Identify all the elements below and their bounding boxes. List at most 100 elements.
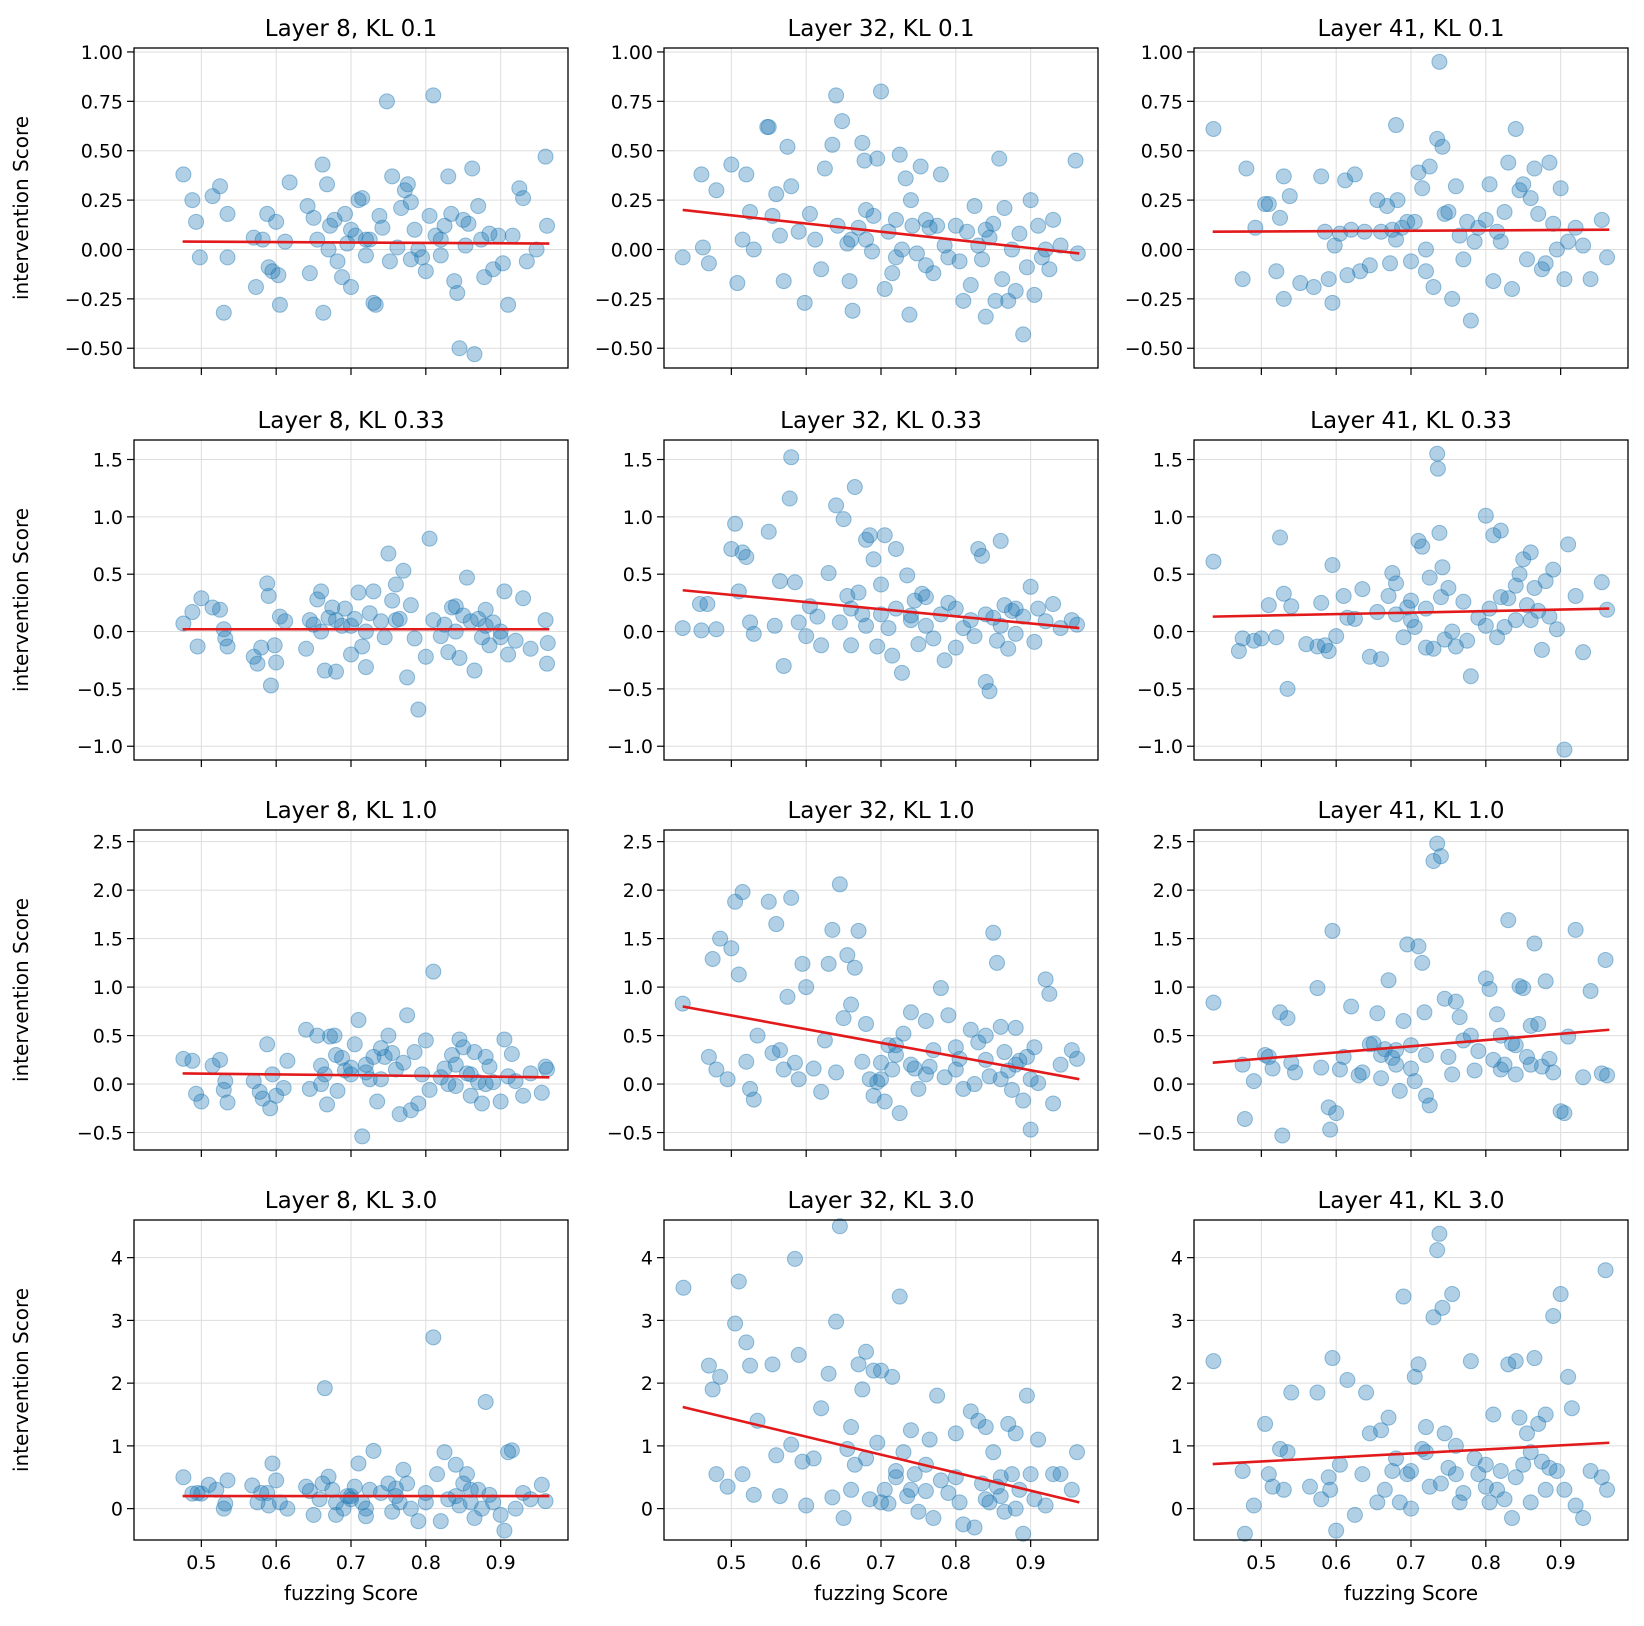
data-point (481, 225, 498, 242)
data-point (1489, 1006, 1506, 1023)
data-point (1560, 1368, 1577, 1385)
y-tick-label: 3 (641, 1310, 653, 1332)
data-point (1431, 1225, 1448, 1242)
data-point (175, 1469, 192, 1486)
data-point (873, 1071, 889, 1088)
data-point (985, 1444, 1002, 1461)
data-point (1339, 1372, 1356, 1388)
data-point (462, 1066, 479, 1083)
panel-title: Layer 41, KL 0.33 (1310, 408, 1512, 434)
data-point (1500, 1356, 1517, 1373)
data-point (1582, 271, 1599, 288)
data-point (988, 632, 1005, 649)
data-point (1599, 249, 1616, 266)
data-point (1245, 632, 1262, 649)
data-point (399, 176, 416, 193)
data-point (1436, 205, 1453, 222)
data-point (1406, 1368, 1423, 1385)
y-tick-label: −0.25 (1125, 289, 1183, 311)
data-point (1530, 1415, 1547, 1432)
data-point (693, 622, 710, 639)
data-point (533, 1476, 550, 1493)
y-tick-label: −1.0 (77, 736, 123, 758)
y-tick-label: −0.25 (65, 289, 123, 311)
y-tick-label: 0.0 (623, 622, 653, 644)
data-point (503, 1046, 520, 1062)
data-point (406, 221, 423, 238)
data-point (476, 269, 493, 286)
data-point (691, 596, 708, 613)
y-tick-label: 1.0 (93, 507, 123, 529)
data-point (1416, 1004, 1433, 1021)
data-point (212, 601, 229, 618)
data-point (217, 1073, 234, 1090)
data-point (1369, 192, 1386, 209)
data-point (254, 1090, 271, 1107)
data-point (816, 1032, 833, 1049)
data-point (1388, 231, 1405, 248)
data-point (372, 1040, 389, 1057)
data-point (1522, 1056, 1539, 1073)
data-point (974, 251, 991, 268)
data-point (985, 924, 1002, 941)
data-point (1403, 1060, 1419, 1077)
data-point (372, 1071, 389, 1088)
data-point (365, 1048, 382, 1065)
data-point (1556, 271, 1573, 288)
data-point (1369, 1005, 1386, 1022)
data-point (1432, 589, 1449, 606)
data-point (846, 479, 863, 496)
data-point (417, 263, 434, 280)
data-point (985, 215, 1002, 232)
x-tick-label: 0.8 (1471, 1552, 1501, 1574)
data-point (1537, 573, 1554, 590)
data-point (402, 1500, 419, 1517)
data-point (316, 1380, 333, 1397)
data-point (1399, 599, 1416, 616)
data-point (1272, 529, 1289, 546)
data-point (470, 1074, 487, 1091)
data-point (1313, 1059, 1330, 1076)
data-point (1399, 1466, 1416, 1483)
data-point (1395, 629, 1412, 646)
data-point (1230, 643, 1247, 660)
data-point (354, 1128, 371, 1145)
y-tick-label: −0.50 (1125, 338, 1183, 360)
data-point (334, 1049, 351, 1066)
data-point (858, 231, 875, 248)
data-point (1324, 922, 1341, 939)
data-point (1515, 551, 1532, 568)
y-tick-label: 0 (111, 1499, 123, 1521)
data-point (807, 231, 824, 248)
data-point (1417, 1087, 1434, 1104)
data-point (991, 150, 1008, 167)
data-point (369, 1093, 386, 1110)
data-point (994, 271, 1011, 288)
data-point (1522, 1017, 1539, 1034)
data-point (328, 1506, 345, 1523)
y-tick-label: 1.0 (1153, 977, 1183, 999)
data-point (421, 530, 438, 547)
y-tick-label: 1.0 (93, 977, 123, 999)
data-point (410, 701, 427, 718)
data-point (1533, 641, 1550, 658)
data-point (738, 1334, 755, 1351)
x-axis-label: fuzzing Score (814, 1581, 948, 1605)
data-point (361, 605, 378, 622)
data-point (376, 1048, 393, 1065)
y-tick-label: 0.00 (81, 239, 123, 261)
data-point (1030, 217, 1047, 234)
data-point (846, 959, 863, 976)
data-point (262, 677, 279, 694)
data-point (466, 662, 483, 679)
data-point (1518, 1048, 1535, 1065)
data-point (910, 1080, 927, 1097)
data-point (723, 540, 740, 557)
data-point (417, 648, 434, 665)
data-point (1279, 680, 1296, 697)
data-point (447, 1078, 464, 1094)
data-point (1384, 1049, 1401, 1066)
data-point (925, 1042, 942, 1059)
data-point (1575, 644, 1592, 661)
axes-frame (663, 829, 1099, 1151)
